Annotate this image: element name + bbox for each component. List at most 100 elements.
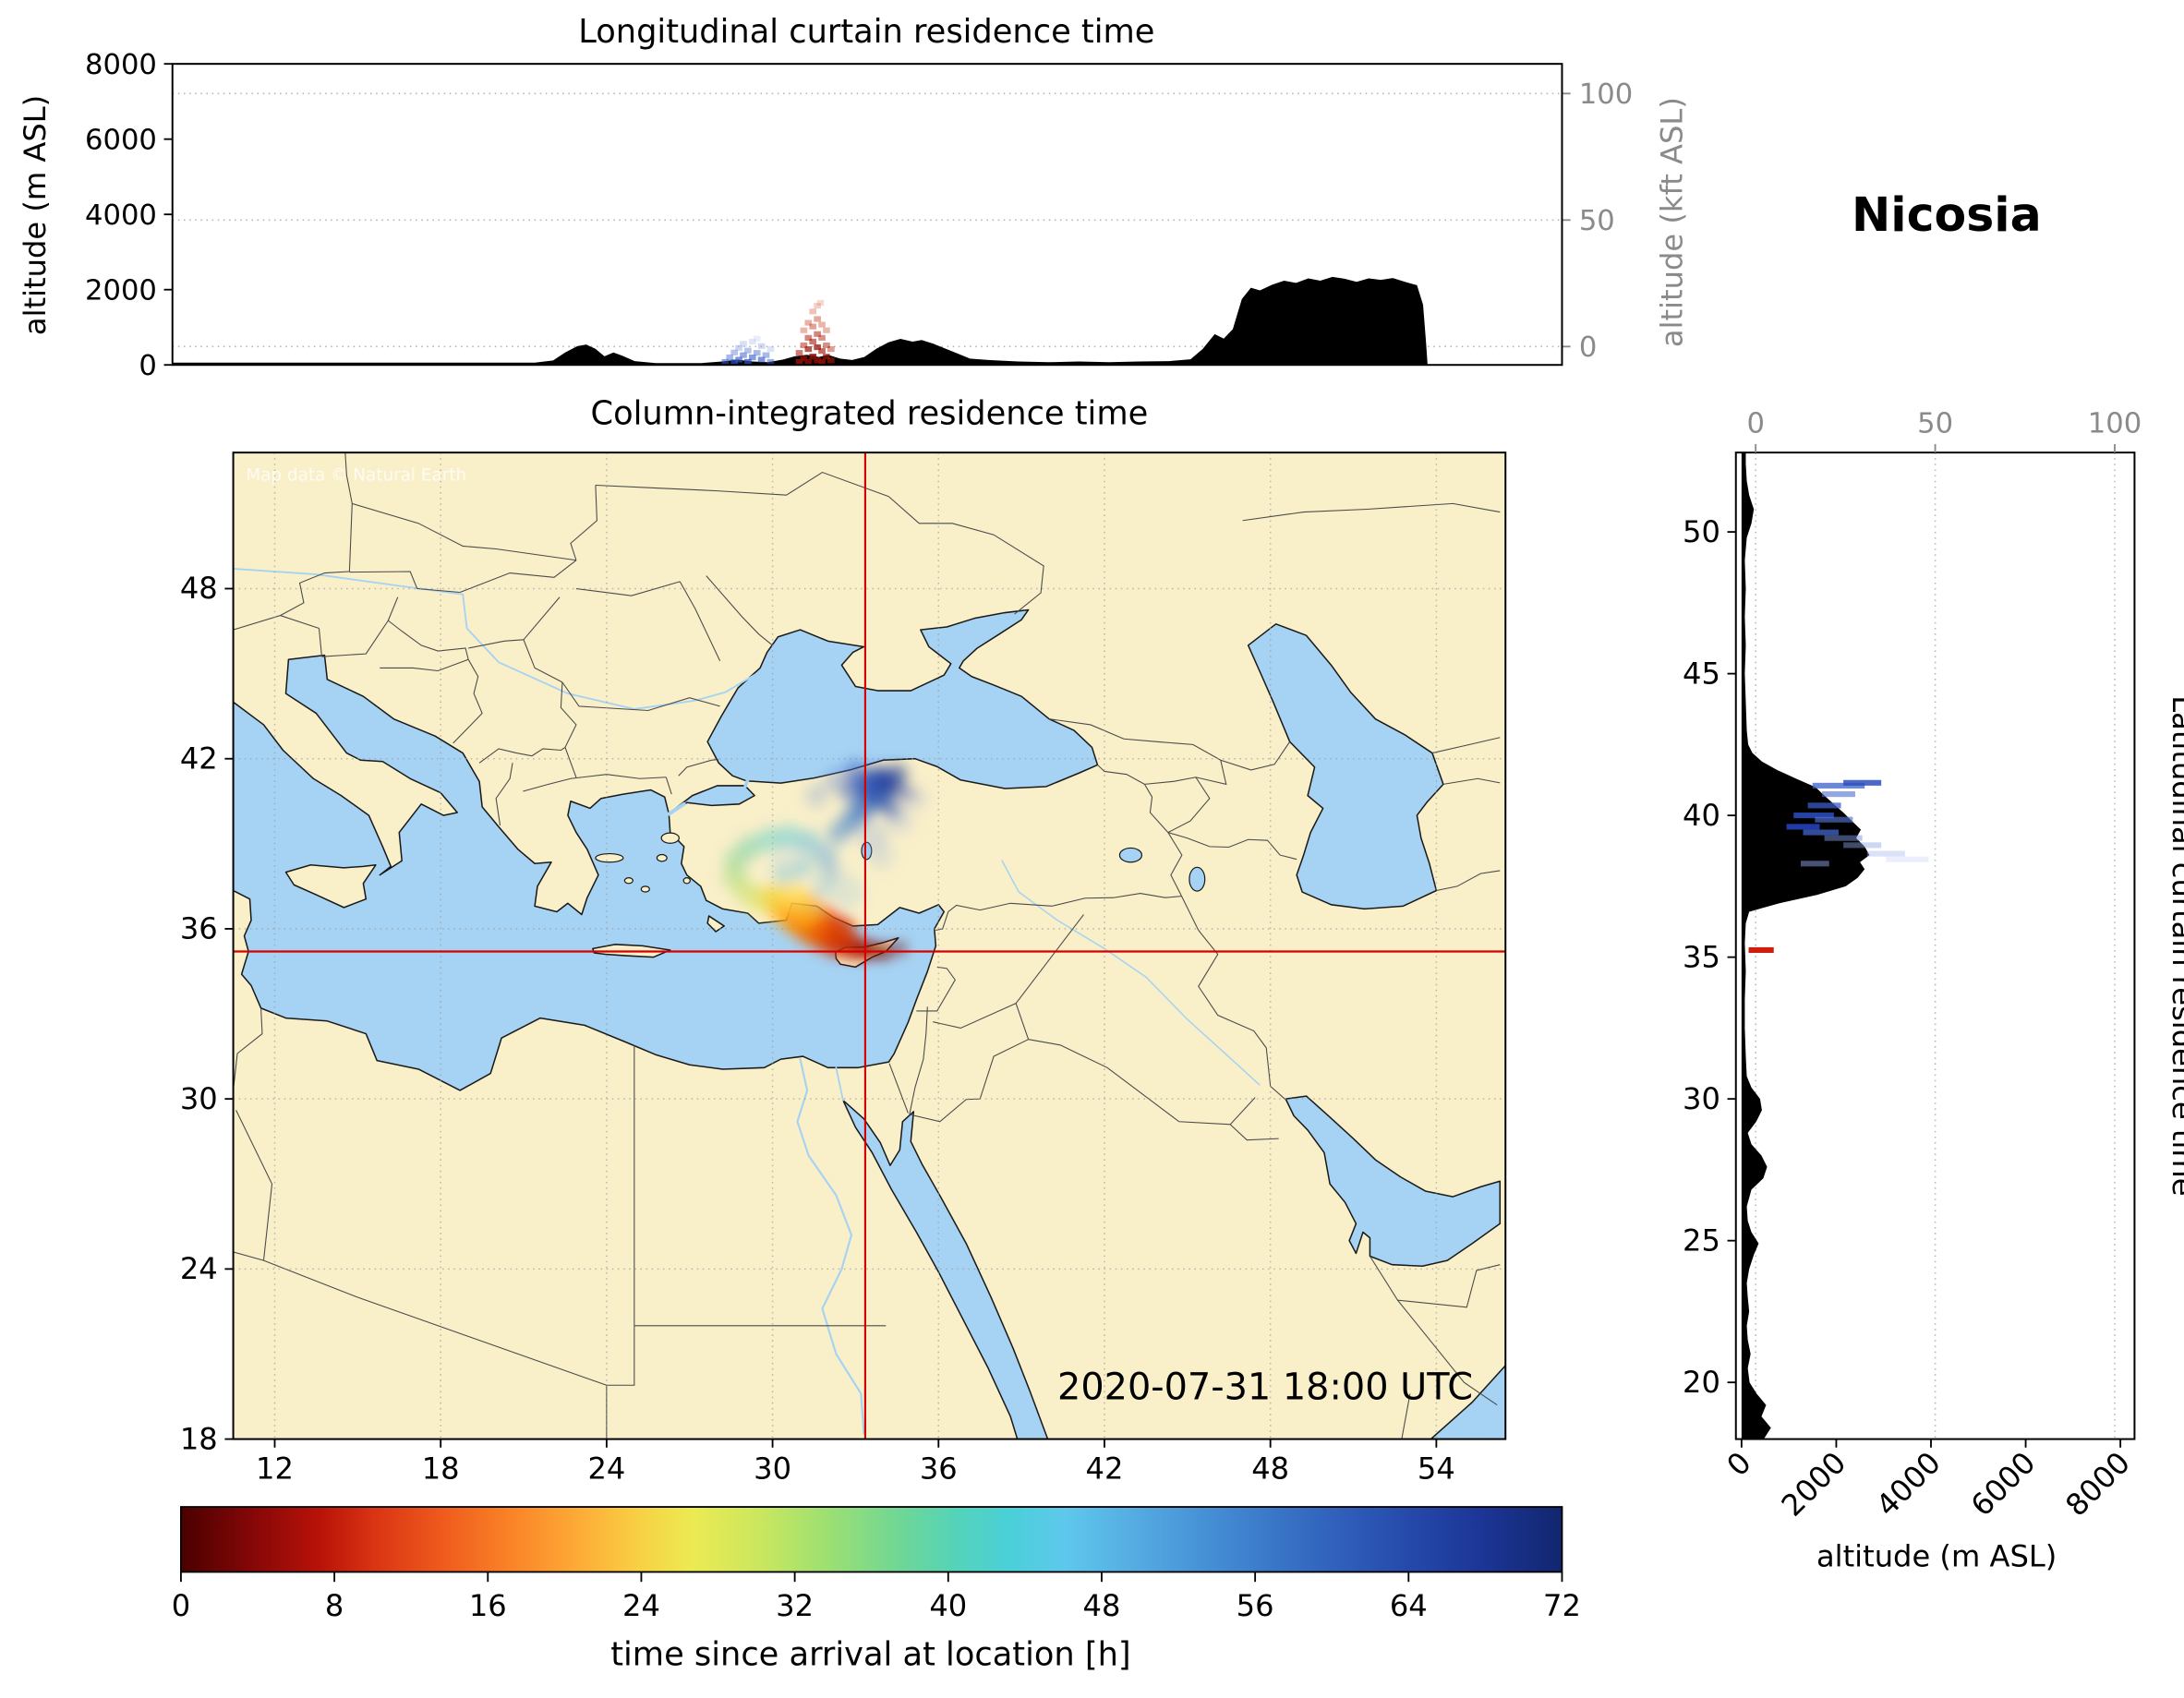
plume-blob — [757, 826, 783, 852]
lat-tick-label: 45 — [1683, 656, 1720, 691]
country-border — [1015, 1003, 1030, 1040]
map-frame — [232, 452, 1507, 1440]
ytick-label-m: 2000 — [85, 274, 157, 307]
map-xtick-label: 18 — [422, 1451, 460, 1486]
longitudinal-plume-cell — [721, 358, 730, 366]
lat-tick-label: 35 — [1683, 939, 1720, 974]
longitudinal-plume-cell — [804, 334, 813, 341]
longitudinal-plume-cell — [814, 357, 821, 364]
small-island — [682, 877, 691, 885]
map-datetime-label: 2020-07-31 18:00 UTC — [1057, 1367, 1473, 1409]
small-island — [640, 885, 650, 893]
latitudinal-curtain-panel: 20 25 30 35 40 45 50 0 2000 4000 6000 8000 0 50 100 — [1683, 408, 2142, 1523]
lat-tick-label: 30 — [1683, 1081, 1720, 1116]
suez-canal — [835, 1066, 844, 1102]
alt-tick-label: 2000 — [1775, 1445, 1853, 1523]
longitudinal-plume-cell — [735, 356, 742, 363]
country-border — [1049, 718, 1291, 771]
country-border — [1181, 896, 1286, 1101]
country-border — [678, 759, 719, 777]
colorbar-tick-label: 64 — [1390, 1588, 1428, 1623]
longitudinal-plume-cell — [814, 303, 821, 309]
country-border — [348, 503, 353, 572]
country-border — [1397, 1299, 1498, 1406]
ytick-label-m: 8000 — [85, 49, 157, 81]
longitudinal-plume-cell — [762, 352, 770, 358]
longitudinal-terrain-profile — [172, 276, 1428, 366]
plume-blob — [886, 764, 908, 785]
country-border — [1242, 502, 1501, 522]
longitudinal-plume-cell — [757, 356, 766, 363]
country-border — [357, 1296, 608, 1386]
country-border — [1167, 832, 1183, 897]
alt-tick-label: 4000 — [1869, 1445, 1948, 1523]
country-border — [909, 1006, 928, 1115]
black-sea — [706, 608, 1099, 789]
colorbar: 0 8 16 24 32 40 48 56 64 72 — [172, 1506, 1581, 1623]
danube — [233, 568, 763, 710]
ytick-label-m: 4000 — [85, 199, 157, 232]
plume-blob — [830, 875, 864, 909]
latitudinal-plume-dash — [1812, 782, 1865, 789]
caspian-sea — [1247, 623, 1444, 910]
latitudinal-plume-dash — [1807, 802, 1841, 809]
latitudinal-arrival-dash — [1748, 946, 1774, 954]
longitudinal-plume-cell — [818, 348, 826, 355]
longitudinal-plume-cell — [800, 327, 808, 333]
longitudinal-plume-cell — [800, 342, 808, 349]
lat-tick-label: 25 — [1683, 1222, 1720, 1258]
country-border — [1229, 1124, 1279, 1141]
longitudinal-curtain-panel: 0 2000 4000 6000 8000 0 50 100 — [85, 49, 1633, 382]
map-xtick-label: 54 — [1418, 1451, 1455, 1486]
longitudinal-plume-cell — [818, 321, 826, 328]
map-ytick-label: 42 — [180, 741, 218, 776]
mediterranean — [233, 654, 945, 1091]
map-xtick-label: 36 — [920, 1451, 958, 1486]
longitudinal-plume-cell — [818, 358, 826, 366]
colorbar-tick-label: 72 — [1543, 1588, 1581, 1623]
lat-tick-label: 50 — [1683, 514, 1720, 549]
longitudinal-plume-cell — [795, 358, 803, 366]
country-border — [1167, 777, 1211, 834]
country-border — [478, 746, 566, 764]
latitudinal-plume-dash — [1786, 824, 1820, 830]
kft-tick-label: 0 — [1746, 408, 1764, 440]
country-border — [318, 628, 322, 656]
longitudinal-plume-cell — [809, 354, 817, 360]
longitudinal-plume-cell — [753, 350, 761, 356]
country-border — [1015, 914, 1084, 1004]
country-border — [380, 658, 469, 672]
plume-blob — [780, 882, 809, 910]
map-xtick-label: 48 — [1251, 1451, 1289, 1486]
colorbar-tick-label: 32 — [776, 1588, 814, 1623]
longitudinal-panel-title: Longitudinal curtain residence time — [578, 13, 1154, 51]
country-border — [1144, 760, 1227, 786]
plume-blob — [866, 841, 895, 870]
small-island — [623, 877, 633, 885]
country-border — [1369, 1256, 1501, 1308]
sea-of-marmara — [668, 785, 755, 815]
map-ytick-label: 18 — [180, 1421, 218, 1456]
colorbar-tick-label: 56 — [1237, 1588, 1274, 1623]
longitudinal-plume-cell — [809, 338, 817, 345]
longitudinal-plume-cell — [814, 316, 821, 322]
country-border — [344, 452, 577, 561]
latitudinal-plume-dash — [1803, 829, 1840, 836]
longitudinal-plume-cell — [795, 350, 803, 356]
colorbar-tick-label: 48 — [1083, 1588, 1121, 1623]
longitudinal-plume-cell — [766, 346, 775, 353]
latitudinal-right-label: Latitudinal curtain residence time — [2166, 695, 2184, 1196]
country-border — [1028, 1039, 1256, 1126]
longitudinal-plume-cell — [800, 355, 808, 362]
country-border — [595, 471, 889, 498]
longitudinal-plume-cell — [823, 327, 830, 333]
longitudinal-plume-cell — [823, 342, 830, 349]
country-border — [452, 658, 483, 744]
colorbar-tick-label: 24 — [622, 1588, 660, 1623]
country-border — [459, 560, 577, 594]
small-island — [660, 832, 680, 844]
arabian-sea-corner — [1430, 1365, 1506, 1439]
latitudinal-plume-dash — [1866, 850, 1905, 857]
